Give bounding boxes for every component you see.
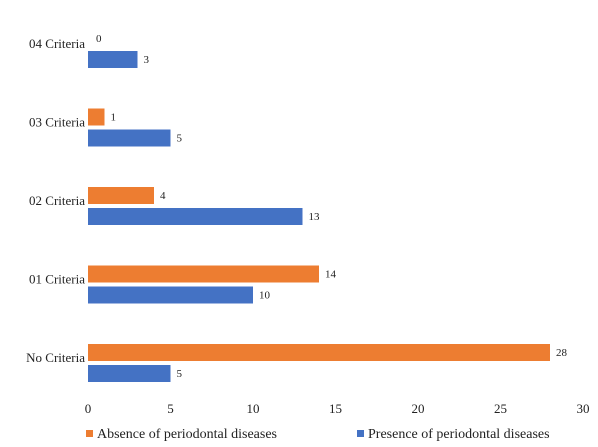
- bar: [88, 286, 253, 304]
- category-labels: 04 Criteria 03 Criteria 02 Criteria 01 Crit…: [26, 36, 85, 365]
- x-tick-label: 30: [577, 401, 590, 416]
- x-tick-label: 0: [85, 401, 92, 416]
- bars: [88, 51, 550, 382]
- bar: [88, 265, 319, 283]
- x-tick-label: 5: [167, 401, 174, 416]
- x-tick-label: 20: [412, 401, 425, 416]
- category-label: No Criteria: [26, 350, 85, 365]
- data-label: 5: [177, 368, 183, 380]
- data-label: 13: [309, 211, 321, 223]
- data-labels: 0 3 1 5 4 13 14 10 28 5: [96, 33, 568, 380]
- category-label: 01 Criteria: [29, 271, 85, 286]
- bar: [88, 365, 171, 382]
- data-label: 14: [325, 269, 337, 281]
- x-tick-label: 15: [329, 401, 342, 416]
- data-label: 3: [144, 54, 150, 66]
- data-label: 28: [556, 347, 568, 359]
- bar: [88, 344, 550, 361]
- data-label: 0: [96, 33, 102, 45]
- legend-label: Presence of periodontal diseases: [368, 427, 550, 442]
- x-tick-label: 25: [494, 401, 507, 416]
- legend-swatch: [86, 430, 93, 437]
- legend-swatch: [357, 430, 364, 437]
- data-label: 1: [111, 112, 117, 124]
- bar: [88, 108, 105, 126]
- bar: [88, 208, 303, 225]
- category-label: 04 Criteria: [29, 36, 85, 51]
- bar: [88, 187, 154, 204]
- bar: [88, 129, 171, 147]
- bar: [88, 51, 138, 68]
- data-label: 10: [259, 290, 271, 302]
- legend: Absence of periodontal diseases Presence …: [86, 427, 550, 442]
- category-label: 03 Criteria: [29, 114, 85, 129]
- legend-label: Absence of periodontal diseases: [97, 427, 277, 442]
- x-axis: 0 5 10 15 20 25 30: [85, 401, 590, 416]
- data-label: 5: [177, 133, 183, 145]
- x-tick-label: 10: [247, 401, 260, 416]
- data-label: 4: [160, 190, 166, 202]
- category-label: 02 Criteria: [29, 193, 85, 208]
